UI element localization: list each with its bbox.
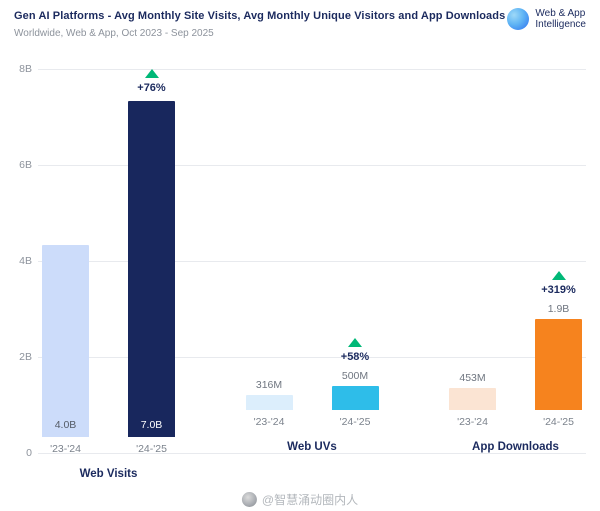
brand-logo-text: Web & App Intelligence [535, 8, 586, 30]
group-title-web-uvs: Web UVs [287, 441, 337, 453]
bars-app-downloads: 453M +319% 1.9B [449, 69, 582, 410]
x-tick-row: '23-'24 '24-'25 [42, 443, 175, 455]
bar-slot: +76% 7.0B [128, 69, 175, 437]
gridline [38, 165, 586, 166]
bar-slot: +319% 1.9B [535, 271, 582, 410]
gridline [38, 357, 586, 358]
bars-web-visits: 4.0B +76% 7.0B [42, 69, 175, 437]
bar-slot: 316M [245, 379, 293, 410]
bar-value-label: 500M [341, 370, 369, 382]
x-tick-label: '24-'25 [339, 416, 371, 428]
change-label: +58% [340, 351, 370, 363]
increase-arrow-icon [551, 271, 566, 280]
bar-web-uvs-24-25 [331, 386, 379, 410]
increase-arrow-icon [144, 69, 159, 78]
y-axis-label: 6B [19, 159, 32, 171]
x-tick-label: '23-'24 [50, 443, 81, 455]
gridline [38, 69, 586, 70]
bar-slot: 4.0B [42, 245, 89, 437]
y-axis-label: 8B [19, 63, 32, 75]
bar-slot: +58% 500M [331, 338, 379, 410]
x-tick-label: '24-'25 [136, 443, 167, 455]
bar-value-label: 7.0B [140, 419, 163, 431]
x-tick-label: '23-'24 [457, 416, 488, 428]
x-tick-row: '23-'24 '24-'25 [449, 416, 582, 428]
bar-value-label: 4.0B [54, 419, 77, 431]
change-label: +319% [541, 284, 576, 296]
watermark-icon [241, 492, 257, 507]
change-label: +76% [137, 82, 166, 94]
bar-web-uvs-23-24 [245, 395, 293, 410]
chart-group-web-uvs: 316M +58% 500M '23-'24 '24-'25 Web UVs [245, 69, 379, 453]
bar-slot: 453M [449, 372, 496, 410]
group-title-app-downloads: App Downloads [472, 441, 559, 453]
increase-arrow-icon [348, 338, 362, 347]
similarweb-globe-icon [507, 8, 530, 30]
chart-group-app-downloads: 453M +319% 1.9B '23-'24 '24-'25 App Down… [449, 69, 582, 453]
x-tick-label: '23-'24 [253, 416, 285, 428]
y-axis-label: 4B [19, 255, 32, 267]
bar-app-downloads-24-25 [535, 319, 582, 410]
group-title-web-visits: Web Visits [79, 468, 138, 480]
y-axis-label: 2B [19, 351, 32, 363]
gridline [38, 261, 586, 262]
brand-logo: Web & App Intelligence [507, 8, 586, 30]
chart-header: Gen AI Platforms - Avg Monthly Site Visi… [0, 0, 600, 39]
page-title: Gen AI Platforms - Avg Monthly Site Visi… [14, 10, 506, 22]
watermark: @智慧涌动圈内人 [241, 491, 359, 508]
bar-web-visits-23-24: 4.0B [42, 245, 89, 437]
bar-chart: 8B 6B 4B 2B 0 4.0B +76% 7.0B [19, 63, 586, 480]
y-axis-label: 0 [26, 447, 32, 459]
x-tick-row: '23-'24 '24-'25 [246, 416, 379, 428]
bars-web-uvs: 316M +58% 500M [245, 69, 379, 410]
page-subtitle: Worldwide, Web & App, Oct 2023 - Sep 202… [14, 28, 214, 39]
bar-groups: 4.0B +76% 7.0B '23-'24 '24-'25 Web Visit… [38, 69, 586, 480]
watermark-text: @智慧涌动圈内人 [261, 493, 359, 507]
bar-value-label: 316M [255, 379, 283, 391]
brand-logo-line1: Web & App [535, 8, 586, 19]
bar-app-downloads-23-24 [449, 388, 496, 410]
x-tick-label: '24-'25 [543, 416, 574, 428]
gridline [38, 453, 586, 454]
brand-logo-line2: Intelligence [535, 19, 586, 30]
bar-web-visits-24-25: 7.0B [128, 101, 175, 437]
chart-group-web-visits: 4.0B +76% 7.0B '23-'24 '24-'25 Web Visit… [42, 69, 175, 480]
bar-value-label: 453M [459, 372, 486, 384]
bar-value-label: 1.9B [547, 303, 570, 315]
